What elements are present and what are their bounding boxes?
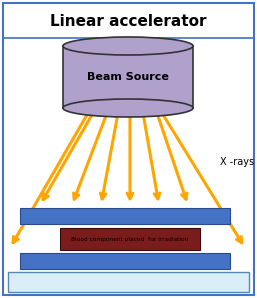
Bar xyxy=(63,46,193,108)
Ellipse shape xyxy=(63,37,193,55)
Text: Linear accelerator: Linear accelerator xyxy=(50,15,206,30)
Bar xyxy=(8,272,249,292)
Bar xyxy=(20,208,230,224)
Bar xyxy=(20,253,230,269)
Text: X -rays: X -rays xyxy=(220,157,254,167)
Bar xyxy=(60,228,200,250)
Text: Beam Source: Beam Source xyxy=(87,72,169,82)
Ellipse shape xyxy=(63,99,193,117)
Text: Blood component placed  for Irradiation: Blood component placed for Irradiation xyxy=(71,237,189,241)
